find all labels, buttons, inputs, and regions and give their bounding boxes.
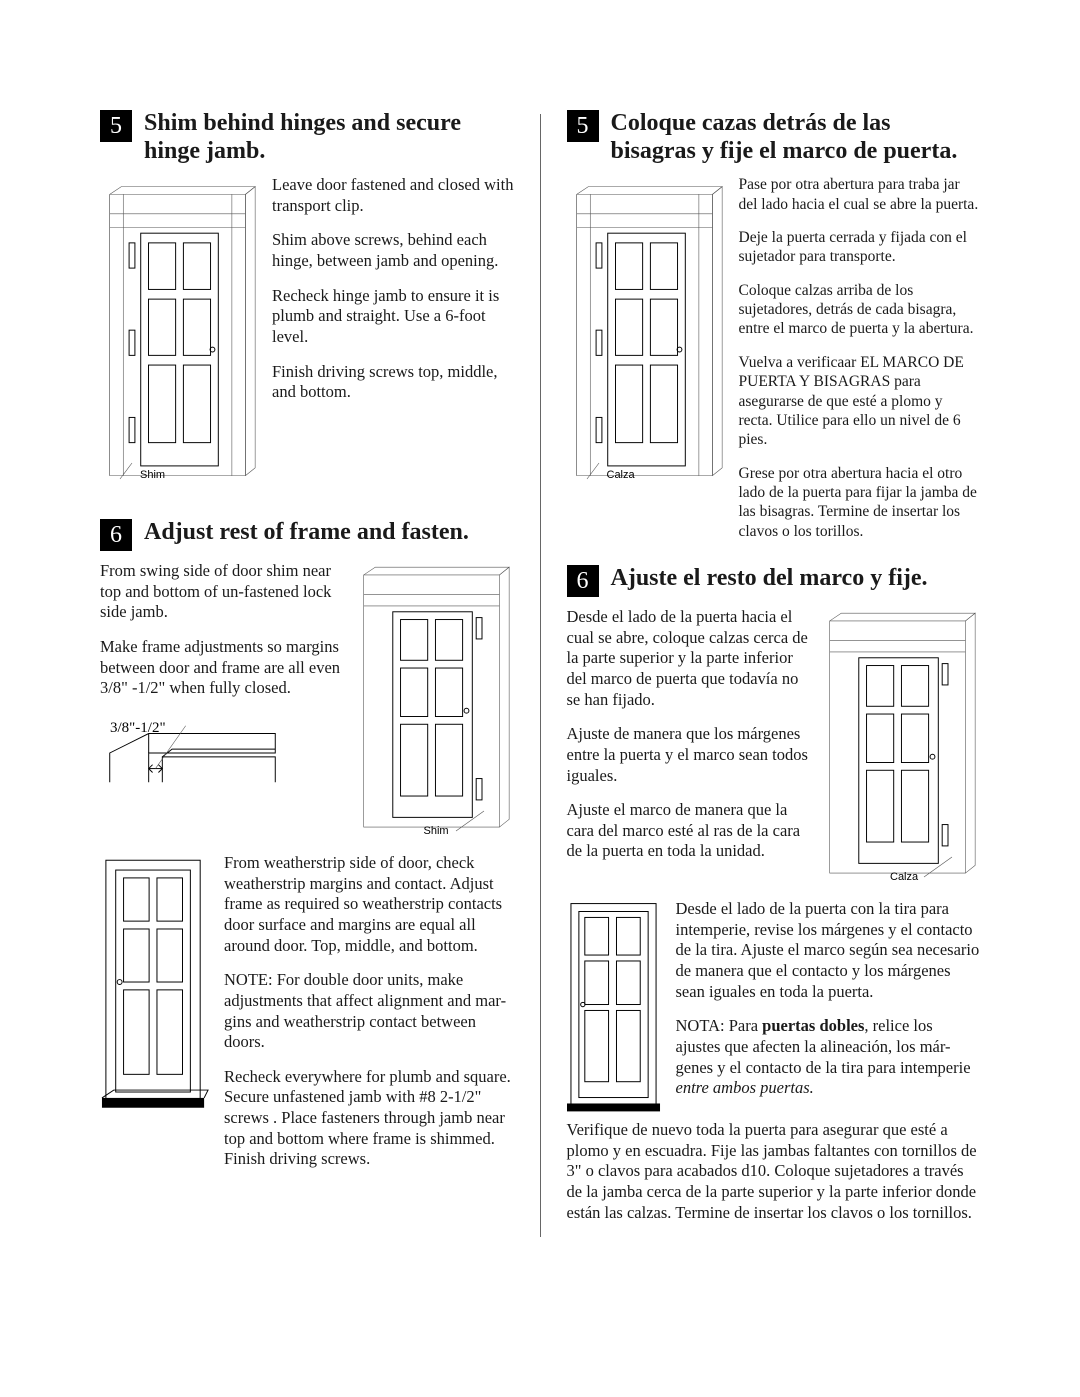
step-6-es-p1: Desde el lado de la puerta hacia el cual… <box>567 607 809 710</box>
right-column: 5 Coloque cazas detrás de las bisagras y… <box>567 110 981 1237</box>
step-6-es-diagram-lock: Calza <box>820 607 980 887</box>
step-6-en-textblock-upper: From swing side of door shim near top an… <box>100 561 342 841</box>
step-6-es-p5b: puertas dobles <box>762 1016 864 1035</box>
step-6-es-front-door <box>567 899 662 1114</box>
step-6-en-front-door <box>100 853 210 1113</box>
step-6-es-title: Ajuste el resto del marco y fije. <box>611 565 981 593</box>
step-6-en-number: 6 <box>100 519 132 551</box>
step-5-en-header: 5 Shim behind hinges and secure hinge ja… <box>100 110 514 165</box>
step-6-en-p3: From weatherstrip side of door, check we… <box>224 853 514 956</box>
gap-detail-diagram: 3/8"-1/2" <box>100 713 285 823</box>
step-6-es-p6: Verifique de nuevo toda la puerta para a… <box>567 1120 981 1223</box>
step-6-es-lower: Desde el lado de la puerta con la tira p… <box>567 899 981 1114</box>
step-5-en-number: 5 <box>100 110 132 142</box>
step-5-en-title: Shim behind hinges and secure hinge jamb… <box>144 110 514 165</box>
step-6-es-number: 6 <box>567 565 599 597</box>
step-6-es-textblock-upper: Desde el lado de la puerta hacia el cual… <box>567 607 809 887</box>
step-5-en-diagram: Shim <box>100 175 260 495</box>
step-5-es-number: 5 <box>567 110 599 142</box>
step-6-es-p2: Ajuste de manera que los márgenes entre … <box>567 724 809 786</box>
step-6-en-title: Adjust rest of frame and fasten. <box>144 519 514 547</box>
step-6-en-lower: From weatherstrip side of door, check we… <box>100 853 514 1184</box>
step-5-es-p4: Vuelva a verificaar EL MARCO DE PUERTA Y… <box>739 353 981 450</box>
step-5-es-diagram: Calza <box>567 175 727 495</box>
shim-label: Shim <box>140 469 165 481</box>
step-6-en-p1: From swing side of door shim near top an… <box>100 561 342 623</box>
step-6-es-p5: NOTA: Para puertas dobles, relice los aj… <box>676 1016 981 1099</box>
step-5-en-p4: Finish driving screws top, middle, and b… <box>272 362 514 403</box>
step-5-es-title: Coloque cazas detrás de las bisagras y f… <box>611 110 981 165</box>
step-6-es-header: 6 Ajuste el resto del marco y fije. <box>567 565 981 597</box>
step-5-en-p3: Recheck hinge jamb to ensure it is plumb… <box>272 286 514 348</box>
step-6-en-textblock-lower: From weatherstrip side of door, check we… <box>224 853 514 1184</box>
step-5-es-p3: Coloque calzas arriba de los sujetadores… <box>739 281 981 339</box>
step-5-es-text: Pase por otra abertura para traba jar de… <box>739 175 981 555</box>
column-divider <box>540 114 541 1237</box>
step-6-en-p4: NOTE: For double door units, make adjust… <box>224 970 514 1053</box>
step-5-es-p5: Grese por otra abertura hacia el otro la… <box>739 464 981 542</box>
calza-label-6: Calza <box>890 871 918 883</box>
step-5-es-header: 5 Coloque cazas detrás de las bisagras y… <box>567 110 981 165</box>
step-6-en-body: From swing side of door shim near top an… <box>100 561 514 841</box>
shim-label-6: Shim <box>424 825 449 837</box>
step-5-es-body: Calza Pase por otra abertura para traba … <box>567 175 981 555</box>
step-5-en-body: Shim Leave door fastened and closed with… <box>100 175 514 495</box>
step-5-en-p1: Leave door fastened and closed with tran… <box>272 175 514 216</box>
step-6-es-p5a: NOTA: Para <box>676 1016 763 1035</box>
step-6-en-p2: Make frame adjustments so margins betwee… <box>100 637 342 699</box>
step-6-en-p5: Recheck everywhere for plumb and square.… <box>224 1067 514 1170</box>
step-5-es-p1: Pase por otra abertura para traba jar de… <box>739 175 981 214</box>
gap-label: 3/8"-1/2" <box>110 719 166 738</box>
step-6-en-diagram-lock: Shim <box>354 561 514 841</box>
step-6-es-p5d: entre ambos puertas. <box>676 1078 814 1097</box>
step-5-en-p2: Shim above screws, behind each hinge, be… <box>272 230 514 271</box>
step-5-es-p2: Deje la puerta cerrada y fijada con el s… <box>739 228 981 267</box>
left-column: 5 Shim behind hinges and secure hinge ja… <box>100 110 514 1237</box>
step-6-es-p4: Desde el lado de la puerta con la tira p… <box>676 899 981 1002</box>
calza-label: Calza <box>607 469 635 481</box>
step-6-en-header: 6 Adjust rest of frame and fasten. <box>100 519 514 551</box>
step-6-es-body: Desde el lado de la puerta hacia el cual… <box>567 607 981 887</box>
step-6-es-p3: Ajuste el marco de manera que la cara de… <box>567 800 809 862</box>
step-6-es-textblock-lower: Desde el lado de la puerta con la tira p… <box>676 899 981 1113</box>
step-5-en-text: Leave door fastened and closed with tran… <box>272 175 514 495</box>
